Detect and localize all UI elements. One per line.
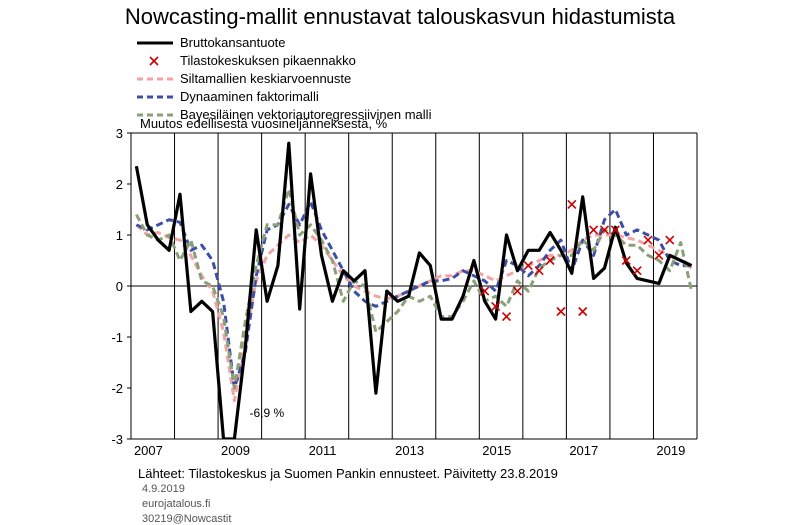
legend-label-dfm: Dynaaminen faktorimalli <box>180 89 319 104</box>
legend-label-flash: Tilastokeskuksen pikaennakko <box>180 53 356 68</box>
flash-estimate-marker <box>621 255 631 266</box>
flash-estimate-marker <box>589 225 599 235</box>
series-line-gdp <box>134 141 693 439</box>
x-tick-label: 2007 <box>134 443 163 458</box>
legend: Bruttokansantuote Tilastokeskuksen pikae… <box>136 34 431 124</box>
flash-estimate-marker <box>578 306 588 317</box>
legend-swatch-bridge <box>137 77 173 81</box>
legend-item-flash: Tilastokeskuksen pikaennakko <box>136 52 431 70</box>
chart-title: Nowcasting-mallit ennustavat talouskasvu… <box>124 4 676 29</box>
series-line-dynamic-factor <box>135 200 692 390</box>
legend-label-gdp: Bruttokansantuote <box>180 35 286 50</box>
website: eurojatalous.fi <box>142 498 211 510</box>
legend-swatch-bvar <box>137 113 173 117</box>
flash-estimate-marker <box>654 250 664 260</box>
y-tick-label: 1 <box>116 228 123 243</box>
legend-label-bvar: Bayesiläinen vektoriautoregressiivinen m… <box>180 107 432 122</box>
flash-estimate-marker <box>632 266 642 276</box>
y-tick-label: 2 <box>116 177 123 192</box>
chart-id: 30219@Nowcastit <box>142 513 232 525</box>
flash-estimate-marker <box>599 225 610 235</box>
flash-estimate-marker <box>610 225 620 235</box>
y-tick-label: 3 <box>116 126 123 141</box>
legend-swatch-dfm <box>137 95 173 99</box>
x-tick-label: 2013 <box>395 443 424 458</box>
flash-estimate-marker <box>512 286 522 296</box>
x-tick-label: 2019 <box>656 443 685 458</box>
flash-estimate-marker <box>556 306 566 317</box>
series-line-bvar <box>135 187 694 390</box>
legend-swatch-gdp <box>137 41 173 45</box>
legend-item-gdp: Bruttokansantuote <box>136 34 431 52</box>
flash-estimate-marker <box>665 235 675 245</box>
flash-estimate-marker <box>567 199 577 209</box>
legend-swatch-flash <box>149 56 159 66</box>
y-tick-label: -2 <box>111 381 123 396</box>
publication-date: 4.9.2019 <box>142 483 185 495</box>
y-tick-label: -3 <box>111 432 123 447</box>
series-line-bridge-models <box>135 223 693 403</box>
y-tick-label: -1 <box>111 330 123 345</box>
legend-item-dfm: Dynaaminen faktorimalli <box>136 88 431 106</box>
flash-estimate-marker <box>480 286 490 296</box>
flash-estimate-marker <box>491 301 501 311</box>
x-tick-label: 2009 <box>221 443 250 458</box>
flash-estimate-marker <box>501 312 512 322</box>
y-tick-label: 0 <box>116 279 123 294</box>
flash-estimate-marker <box>545 255 555 266</box>
legend-item-bvar: Bayesiläinen vektoriautoregressiivinen m… <box>136 106 431 124</box>
flash-estimate-marker <box>643 235 653 245</box>
source-note: Lähteet: Tilastokeskus ja Suomen Pankin … <box>138 466 558 481</box>
legend-label-bridge: Siltamallien keskiarvoennuste <box>180 71 352 86</box>
y-axis-unit-label: Muutos edellisestä vuosineljänneksestä, … <box>140 116 388 131</box>
x-tick-label: 2015 <box>482 443 511 458</box>
x-tick-label: 2017 <box>569 443 598 458</box>
flash-estimate-marker <box>523 261 533 271</box>
flash-estimate-marker <box>534 266 544 276</box>
legend-item-bridge: Siltamallien keskiarvoennuste <box>136 70 431 88</box>
x-tick-label: 2011 <box>309 443 337 458</box>
annotation-gdp-drop: -6,9 % <box>250 406 285 420</box>
